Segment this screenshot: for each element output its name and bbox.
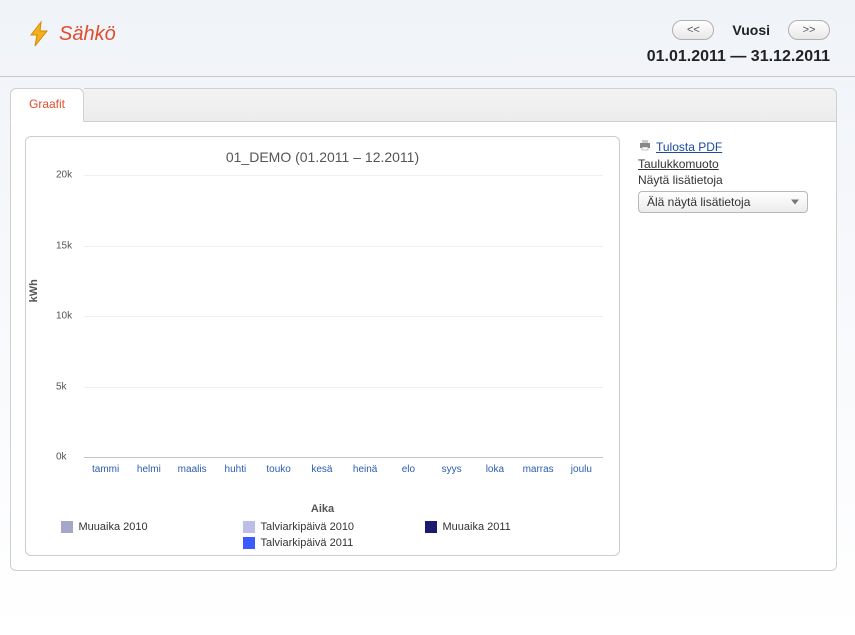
x-tick-label: huhti [214,464,257,475]
bar-group: maalis [171,175,214,457]
show-more-label: Näytä lisätietoja [638,173,822,187]
legend-label: Talviarkipäivä 2011 [261,537,354,549]
app-title: Sähkö [59,23,116,46]
bar-group: helmi [127,175,170,457]
x-tick-label: tammi [84,464,127,475]
legend-item[interactable]: Muuaika 2011 [425,521,585,533]
bar-group: elo [387,175,430,457]
bar-group: syys [430,175,473,457]
print-pdf-label: Tulosta PDF [656,140,722,154]
bar-group: tammi [84,175,127,457]
bar-group: kesä [300,175,343,457]
chart-title: 01_DEMO (01.2011 – 12.2011) [36,149,609,165]
bar-group: huhti [214,175,257,457]
tab-strip-filler [84,88,837,122]
prev-period-button[interactable]: << [672,20,714,40]
x-tick-label: joulu [560,464,603,475]
printer-icon [638,138,652,155]
bar-group: touko [257,175,300,457]
y-tick-label: 0k [56,452,67,463]
side-panel: Tulosta PDF Taulukkomuoto Näytä lisätiet… [638,136,822,556]
bar-group: heinä [344,175,387,457]
date-range: 01.01.2011 — 31.12.2011 [647,48,830,66]
y-tick-label: 10k [56,311,72,322]
legend-label: Talviarkipäivä 2010 [261,521,355,533]
table-view-link[interactable]: Taulukkomuoto [638,157,822,171]
x-tick-label: marras [517,464,560,475]
next-period-button[interactable]: >> [788,20,830,40]
bar-group: joulu [560,175,603,457]
legend-item[interactable]: Talviarkipäivä 2011 [243,537,403,549]
y-axis-label: kWh [28,279,40,302]
x-tick-label: loka [473,464,516,475]
chart-bars: tammihelmimaalishuhtitoukokesäheinäelosy… [84,175,603,457]
grid-line [84,457,603,458]
x-axis-label: Aika [36,503,609,515]
bar-group: marras [517,175,560,457]
x-tick-label: maalis [171,464,214,475]
legend-swatch [425,521,437,533]
legend-item[interactable]: Talviarkipäivä 2010 [243,521,403,533]
x-tick-label: heinä [344,464,387,475]
chart-legend: Muuaika 2010 Talviarkipäivä 2010 Muuaika 2… [36,515,609,551]
y-tick-label: 5k [56,381,67,392]
x-tick-label: touko [257,464,300,475]
tab-strip: Graafit [10,87,837,122]
bar-group: loka [473,175,516,457]
period-label: Vuosi [732,22,770,38]
legend-label: Muuaika 2011 [443,521,511,533]
x-tick-label: helmi [127,464,170,475]
dropdown-selected: Älä näytä lisätietoja [647,195,750,209]
x-tick-label: kesä [300,464,343,475]
print-pdf-link[interactable]: Tulosta PDF [638,138,822,155]
tab-graafit[interactable]: Graafit [10,88,84,122]
plot-area: kWh 0k5k10k15k20k tammihelmimaalishuhtit… [36,167,609,501]
x-tick-label: syys [430,464,473,475]
bolt-icon [25,20,53,48]
details-dropdown[interactable]: Älä näytä lisätietoja [638,191,808,213]
y-tick-label: 15k [56,240,72,251]
chart-container: 01_DEMO (01.2011 – 12.2011) kWh 0k 5k 10k 1… [25,136,620,556]
y-tick-label: 20k [56,170,72,181]
legend-swatch [243,521,255,533]
legend-swatch [61,521,73,533]
x-tick-label: elo [387,464,430,475]
legend-item[interactable]: Muuaika 2010 [61,521,221,533]
legend-label: Muuaika 2010 [79,521,148,533]
main-panel: 01_DEMO (01.2011 – 12.2011) kWh 0k 5k 10k 1… [10,122,837,571]
legend-swatch [243,537,255,549]
